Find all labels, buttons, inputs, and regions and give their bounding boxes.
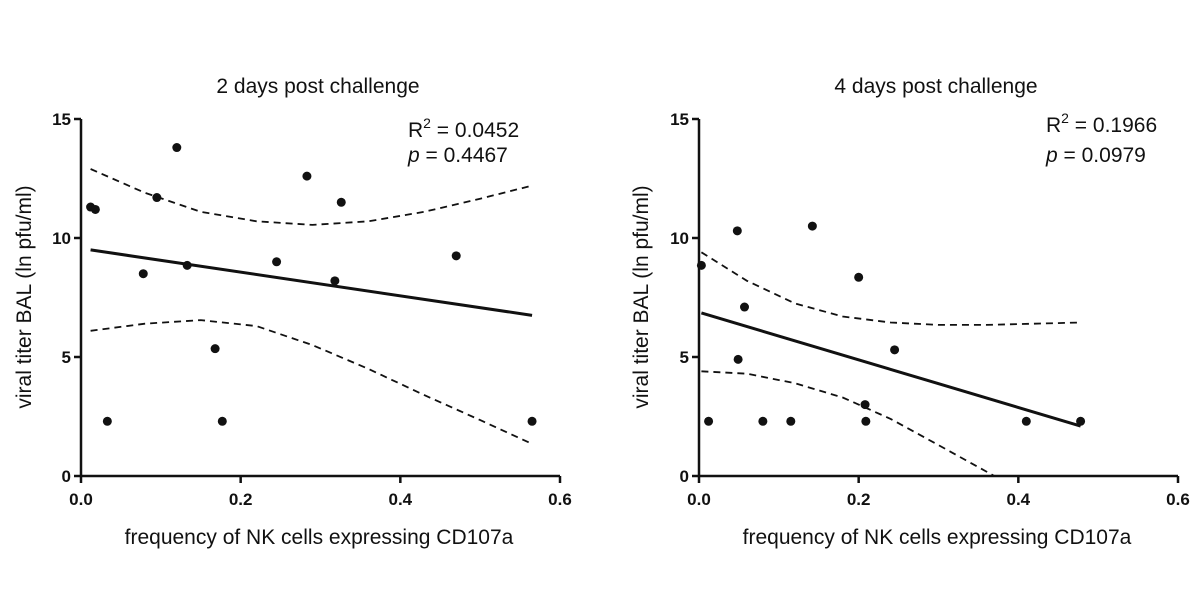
chart-title: 4 days post challenge: [834, 75, 1037, 98]
y-tick-label: 5: [62, 348, 71, 367]
data-point: [217, 416, 227, 426]
y-tick-label: 10: [52, 229, 71, 248]
data-point: [1076, 416, 1086, 426]
data-point: [182, 260, 192, 270]
regression-line: [700, 311, 1082, 428]
y-axis-label: viral titer BAL (ln pfu/ml): [13, 185, 36, 408]
y-tick-label: 10: [670, 229, 689, 248]
x-axis-label: frequency of NK cells expressing CD107a: [743, 526, 1132, 549]
confidence-band-upper: [700, 251, 1081, 326]
data-point: [451, 251, 461, 261]
x-tick-label: 0.4: [1007, 490, 1031, 509]
data-point: [302, 171, 312, 181]
data-point: [854, 272, 864, 282]
data-point: [90, 204, 100, 214]
chart-panel-4-days: 4 days post challenge viral titer BAL (l…: [630, 75, 1190, 549]
data-point: [1021, 416, 1031, 426]
confidence-band-lower: [90, 319, 533, 445]
x-tick-label: 0.0: [69, 490, 93, 509]
y-tick-label: 5: [680, 348, 689, 367]
data-point: [890, 345, 900, 355]
data-point: [861, 416, 871, 426]
regression-line: [90, 248, 533, 317]
data-point: [860, 400, 870, 410]
data-point: [152, 193, 162, 203]
y-tick-label: 0: [680, 467, 689, 486]
x-tick-label: 0.0: [687, 490, 711, 509]
data-point: [740, 302, 750, 312]
x-tick-label: 0.4: [389, 490, 413, 509]
data-point: [807, 221, 817, 231]
confidence-band-upper: [90, 168, 533, 226]
data-point: [330, 276, 340, 286]
x-axis-label: frequency of NK cells expressing CD107a: [125, 526, 514, 549]
data-point: [102, 416, 112, 426]
p-value-annotation: p = 0.0979: [1045, 144, 1146, 167]
data-point: [733, 354, 743, 364]
confidence-band-lower: [701, 370, 995, 477]
data-point: [210, 344, 220, 354]
r-squared-annotation: R2 = 0.0452: [408, 115, 519, 142]
data-point: [786, 416, 796, 426]
data-point: [758, 416, 768, 426]
p-value-annotation: p = 0.4467: [407, 144, 508, 167]
r-squared-annotation: R2 = 0.1966: [1046, 110, 1157, 137]
y-tick-label: 15: [670, 110, 689, 129]
chart-title: 2 days post challenge: [216, 75, 419, 98]
x-tick-label: 0.6: [548, 490, 572, 509]
data-point: [732, 226, 742, 236]
y-axis-label: viral titer BAL (ln pfu/ml): [630, 185, 653, 408]
data-point: [527, 416, 537, 426]
data-point: [696, 260, 706, 270]
data-point: [172, 143, 182, 153]
data-point: [336, 197, 346, 207]
x-tick-label: 0.6: [1166, 490, 1190, 509]
y-tick-label: 15: [52, 110, 71, 129]
data-point: [272, 257, 282, 267]
x-tick-label: 0.2: [229, 490, 253, 509]
data-point: [138, 269, 148, 279]
x-tick-label: 0.2: [847, 490, 871, 509]
data-point: [704, 416, 714, 426]
chart-panel-2-days: 2 days post challenge viral titer BAL (l…: [13, 75, 572, 549]
y-tick-label: 0: [62, 467, 71, 486]
